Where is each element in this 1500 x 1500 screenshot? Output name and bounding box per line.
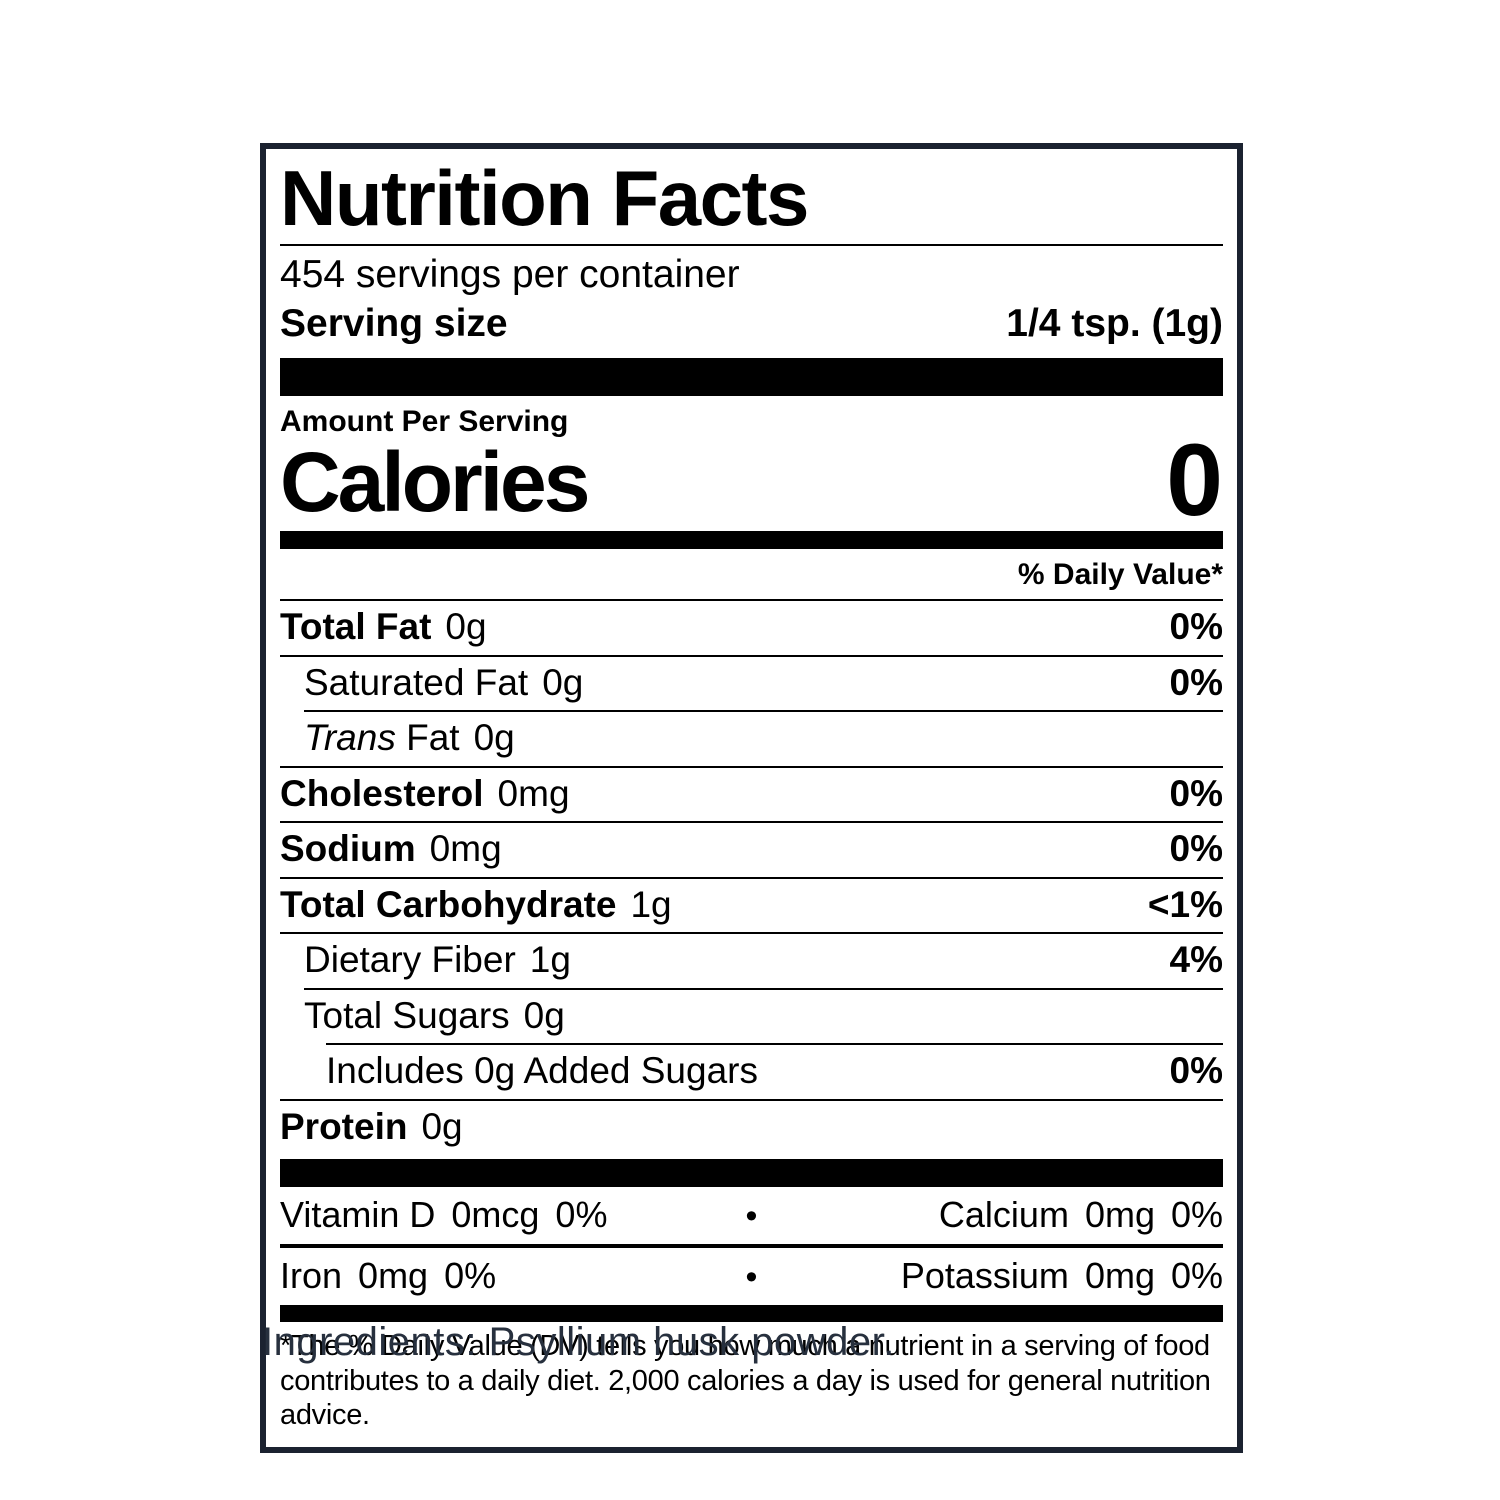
nutrient-daily-value: <1% xyxy=(1147,883,1223,925)
calories-value: 0 xyxy=(1166,423,1223,538)
medium-divider-bar xyxy=(280,531,1223,550)
divider xyxy=(304,987,1223,990)
nutrient-daily-value: 0% xyxy=(1169,828,1223,870)
nutrient-amount: 0mg xyxy=(429,828,502,870)
nutrient-name: Total Fat xyxy=(280,606,432,648)
nutrient-name: Trans Fat xyxy=(304,717,460,760)
divider xyxy=(280,1098,1223,1101)
divider xyxy=(326,1043,1223,1046)
micronutrient-daily-value: 0% xyxy=(1170,1193,1223,1235)
serving-size-value: 1/4 tsp. (1g) xyxy=(1006,302,1223,346)
divider xyxy=(280,1243,1223,1248)
nutrient-row-protein: Protein 0g xyxy=(280,1101,1223,1155)
nutrient-amount: 0g xyxy=(445,606,487,648)
thick-divider-bar xyxy=(280,1158,1223,1187)
calories-label: Calories xyxy=(280,435,590,530)
trans-italic: Trans xyxy=(304,717,396,759)
nutrient-daily-value: 0% xyxy=(1169,661,1223,703)
divider xyxy=(280,599,1223,602)
nutrient-daily-value: 0% xyxy=(1169,1050,1223,1092)
servings-per-container: 454 servings per container xyxy=(280,252,740,296)
nutrition-facts-label: Nutrition Facts 454 servings per contain… xyxy=(260,143,1243,1454)
nutrient-amount: 0g xyxy=(421,1105,463,1147)
micronutrient-name: Potassium xyxy=(900,1254,1069,1296)
micronutrient-amount: 0mg xyxy=(1084,1193,1155,1235)
serving-size-row: Serving size 1/4 tsp. (1g) xyxy=(280,298,1223,358)
micronutrient-row-iron-potassium: Iron 0mg 0% • Potassium 0mg 0% xyxy=(280,1248,1223,1305)
nutrient-row-trans-fat: Trans Fat 0g xyxy=(280,712,1223,766)
nutrient-row-total-carbohydrate: Total Carbohydrate 1g <1% xyxy=(280,879,1223,933)
micronutrient-row-vitamin-d-calcium: Vitamin D 0mcg 0% • Calcium 0mg 0% xyxy=(280,1187,1223,1244)
nutrient-name: Dietary Fiber xyxy=(304,939,516,981)
serving-size-label: Serving size xyxy=(280,302,508,346)
medium-divider-bar xyxy=(280,1304,1223,1322)
nutrient-row-added-sugars: Includes 0g Added Sugars 0% xyxy=(280,1045,1223,1099)
divider xyxy=(280,243,1223,246)
nutrient-name-rest: Fat xyxy=(406,717,460,759)
nutrient-amount: 1g xyxy=(529,939,571,981)
micronutrient-daily-value: 0% xyxy=(555,1193,608,1235)
nutrient-row-cholesterol: Cholesterol 0mg 0% xyxy=(280,768,1223,822)
daily-value-footnote: *The % Daily Value (DV) tells you how mu… xyxy=(280,1329,1211,1432)
nutrient-name: Sodium xyxy=(280,828,416,870)
calories-row: Calories 0 xyxy=(280,423,1223,538)
amount-per-serving-label: Amount Per Serving xyxy=(280,405,569,439)
nutrient-row-dietary-fiber: Dietary Fiber 1g 4% xyxy=(280,934,1223,988)
daily-value-header: % Daily Value* xyxy=(1017,558,1223,592)
nutrient-name: Total Sugars xyxy=(304,994,510,1036)
nutrient-amount: 0mg xyxy=(497,772,570,814)
micronutrient-amount: 0mg xyxy=(1084,1254,1155,1296)
divider xyxy=(280,932,1223,935)
divider xyxy=(280,821,1223,824)
micronutrient-daily-value: 0% xyxy=(1170,1254,1223,1296)
micronutrient-left: Vitamin D 0mcg 0% xyxy=(280,1194,730,1235)
micronutrient-amount: 0mcg xyxy=(451,1193,540,1235)
micronutrient-name: Iron xyxy=(280,1254,343,1296)
nutrient-name: Total Carbohydrate xyxy=(280,883,617,925)
micronutrient-amount: 0mg xyxy=(358,1254,429,1296)
nutrient-name: Cholesterol xyxy=(280,772,484,814)
micronutrient-name: Calcium xyxy=(938,1193,1069,1235)
nutrient-row-saturated-fat: Saturated Fat 0g 0% xyxy=(280,657,1223,711)
nutrient-amount: 0g xyxy=(523,994,565,1036)
nutrient-row-total-fat: Total Fat 0g 0% xyxy=(280,601,1223,655)
micronutrient-daily-value: 0% xyxy=(444,1254,497,1296)
nutrient-amount: 0g xyxy=(473,717,515,759)
nutrient-amount: 0g xyxy=(542,661,584,703)
divider xyxy=(280,654,1223,657)
nutrient-row-sodium: Sodium 0mg 0% xyxy=(280,823,1223,877)
nutrient-row-total-sugars: Total Sugars 0g xyxy=(280,990,1223,1044)
nutrient-name: Includes 0g Added Sugars xyxy=(326,1050,758,1092)
nutrient-name: Protein xyxy=(280,1105,408,1147)
label-title: Nutrition Facts xyxy=(280,154,809,242)
divider xyxy=(280,765,1223,768)
nutrient-daily-value: 0% xyxy=(1169,772,1223,814)
micronutrient-right: Potassium 0mg 0% xyxy=(774,1254,1223,1296)
nutrient-daily-value: 4% xyxy=(1169,939,1223,981)
micronutrient-name: Vitamin D xyxy=(280,1193,436,1235)
bullet-separator: • xyxy=(745,1196,758,1235)
nutrient-name: Saturated Fat xyxy=(304,661,529,703)
divider xyxy=(304,710,1223,713)
nutrient-amount: 1g xyxy=(630,883,672,925)
thick-divider-bar xyxy=(280,358,1223,397)
ingredients-statement: Ingredients: Psyllium husk powder. xyxy=(262,1320,895,1364)
nutrient-daily-value: 0% xyxy=(1169,606,1223,648)
micronutrient-right: Calcium 0mg 0% xyxy=(774,1193,1223,1235)
micronutrient-left: Iron 0mg 0% xyxy=(280,1255,730,1296)
divider xyxy=(280,876,1223,879)
bullet-separator: • xyxy=(745,1257,758,1296)
